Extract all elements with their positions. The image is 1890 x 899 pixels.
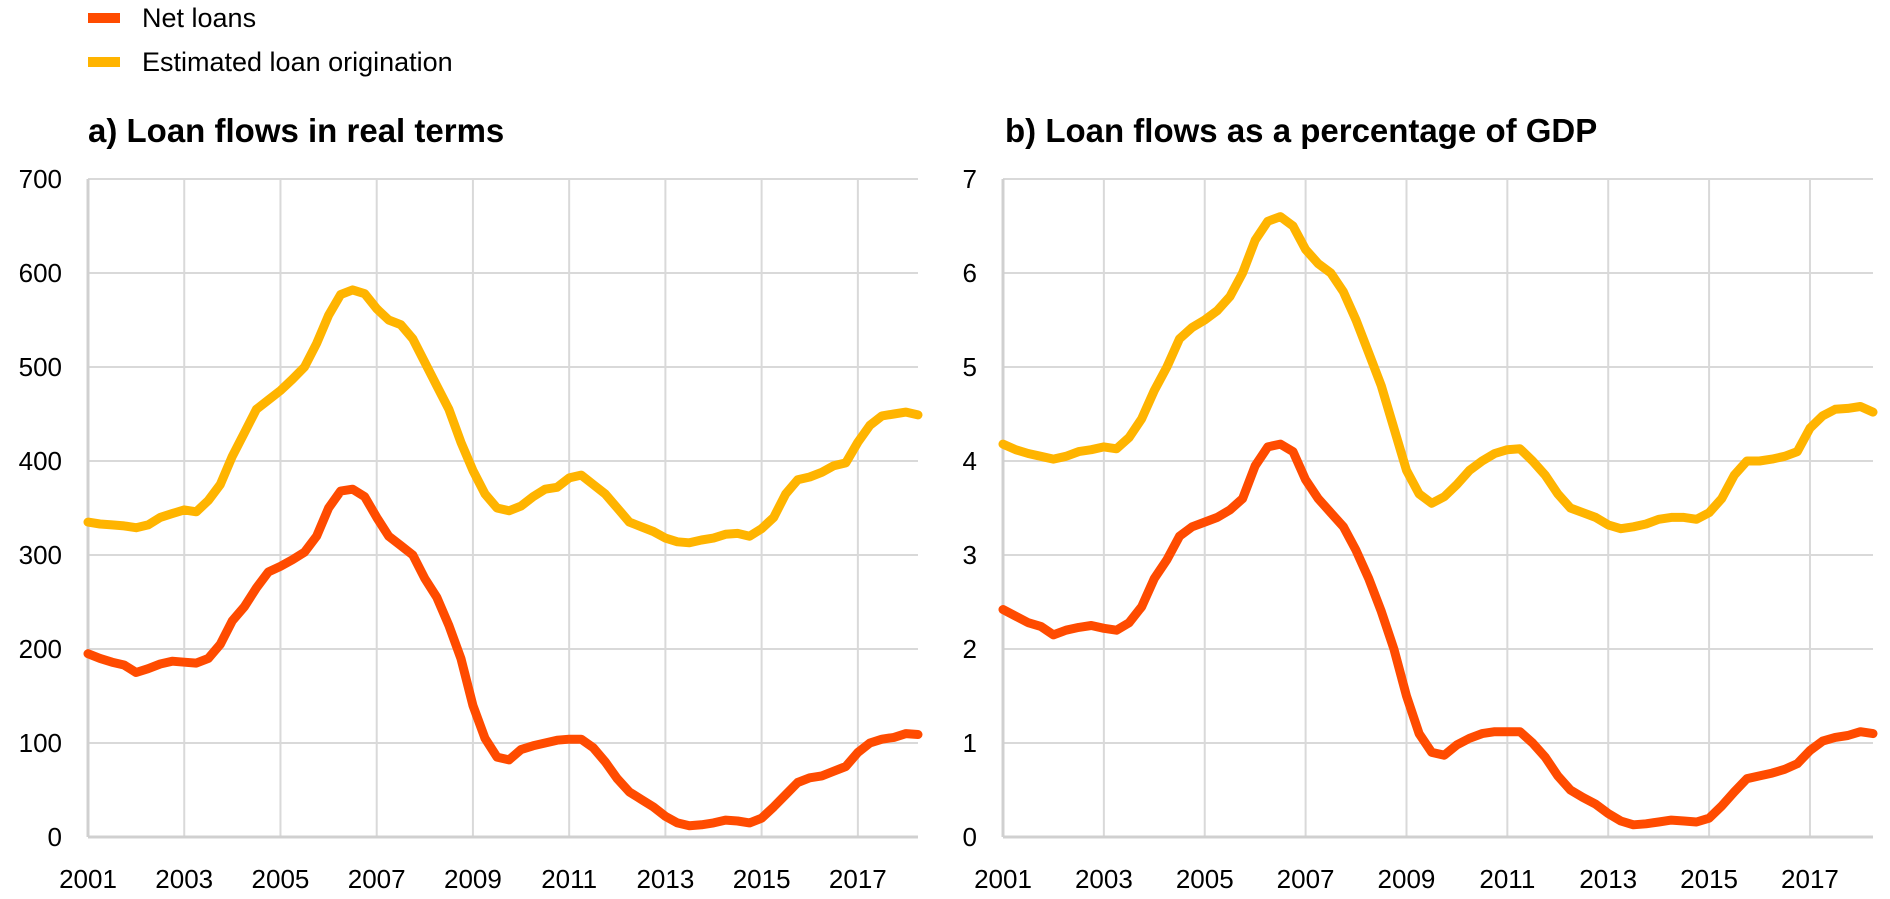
panel-b-ytick-label: 2 (963, 634, 977, 664)
panel-a-ytick-label: 400 (19, 446, 62, 476)
panel-b-title: b) Loan flows as a percentage of GDP (1005, 112, 1598, 149)
panel-a-xtick-label: 2005 (252, 864, 310, 894)
panel-b-ytick-label: 7 (963, 164, 977, 194)
panel-b-ytick-label: 3 (963, 540, 977, 570)
panel-a-series-net-loans (83, 484, 923, 831)
panel-a-ytick-label: 100 (19, 728, 62, 758)
panel-b-ytick-label: 0 (963, 822, 977, 852)
panel-a-series-estimated-loan-origination (83, 285, 923, 548)
panel-a-title: a) Loan flows in real terms (88, 112, 505, 149)
panel-b-xtick-label: 2007 (1277, 864, 1335, 894)
panel-a-xtick-label: 2001 (59, 864, 117, 894)
panel-b-xtick-label: 2011 (1479, 864, 1535, 894)
panel-a-ytick-label: 700 (19, 164, 62, 194)
panel-a-xtick-label: 2009 (444, 864, 502, 894)
panel-a-ytick-label: 500 (19, 352, 62, 382)
panel-a-ytick-label: 600 (19, 258, 62, 288)
panel-b-xtick-label: 2003 (1075, 864, 1133, 894)
panel-a-ytick-label: 200 (19, 634, 62, 664)
panel-b-ytick-label: 1 (963, 728, 977, 758)
panel-b-ytick-label: 4 (963, 446, 977, 476)
panel-b-series-estimated-loan-origination (998, 212, 1878, 534)
panel-a-xtick-label: 2007 (348, 864, 406, 894)
legend-swatch-net-loans (88, 13, 120, 23)
panel-b-xtick-label: 2017 (1781, 864, 1839, 894)
panel-a-xtick-label: 2017 (829, 864, 887, 894)
panel-b-ytick-label: 5 (963, 352, 977, 382)
panel-a-xtick-label: 2003 (155, 864, 213, 894)
legend-swatch-estimated-loan-origination (88, 57, 120, 67)
legend-label-estimated-loan-origination: Estimated loan origination (142, 46, 453, 77)
legend-item-estimated-loan-origination: Estimated loan origination (88, 47, 453, 77)
panel-a-ytick-label: 0 (48, 822, 62, 852)
panel-a-ytick-label: 300 (19, 540, 62, 570)
legend-label-net-loans: Net loans (142, 2, 257, 33)
panel-a-xtick-label: 2013 (636, 864, 694, 894)
panel-b-xtick-label: 2009 (1378, 864, 1436, 894)
panel-b-xtick-label: 2015 (1680, 864, 1738, 894)
panel-b-ytick-label: 6 (963, 258, 977, 288)
panel-b-xtick-label: 2013 (1579, 864, 1637, 894)
panel-b-xtick-label: 2001 (974, 864, 1032, 894)
legend-item-net-loans: Net loans (88, 3, 256, 33)
panel-b-series-net-loans (998, 439, 1878, 830)
panel-b-xtick-label: 2005 (1176, 864, 1234, 894)
panel-a-xtick-label: 2011 (541, 864, 597, 894)
panel-a-xtick-label: 2015 (733, 864, 791, 894)
